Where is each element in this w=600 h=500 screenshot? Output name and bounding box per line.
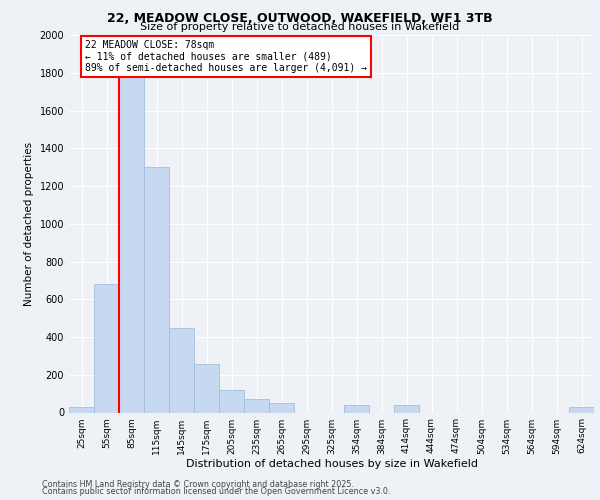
Text: Size of property relative to detached houses in Wakefield: Size of property relative to detached ho…: [140, 22, 460, 32]
Text: Contains public sector information licensed under the Open Government Licence v3: Contains public sector information licen…: [42, 488, 391, 496]
Bar: [169, 328, 194, 412]
Bar: [394, 405, 419, 412]
Bar: [69, 407, 94, 412]
Bar: [244, 400, 269, 412]
Bar: [194, 364, 219, 412]
Bar: [94, 284, 119, 412]
Text: 22 MEADOW CLOSE: 78sqm
← 11% of detached houses are smaller (489)
89% of semi-de: 22 MEADOW CLOSE: 78sqm ← 11% of detached…: [85, 40, 367, 73]
Y-axis label: Number of detached properties: Number of detached properties: [24, 142, 34, 306]
Bar: [119, 60, 144, 412]
Bar: [219, 390, 244, 412]
Text: 22, MEADOW CLOSE, OUTWOOD, WAKEFIELD, WF1 3TB: 22, MEADOW CLOSE, OUTWOOD, WAKEFIELD, WF…: [107, 12, 493, 26]
Bar: [144, 167, 169, 412]
Text: Contains HM Land Registry data © Crown copyright and database right 2025.: Contains HM Land Registry data © Crown c…: [42, 480, 354, 489]
Bar: [569, 407, 594, 412]
Bar: [344, 405, 369, 412]
Bar: [269, 403, 294, 412]
X-axis label: Distribution of detached houses by size in Wakefield: Distribution of detached houses by size …: [185, 460, 478, 469]
